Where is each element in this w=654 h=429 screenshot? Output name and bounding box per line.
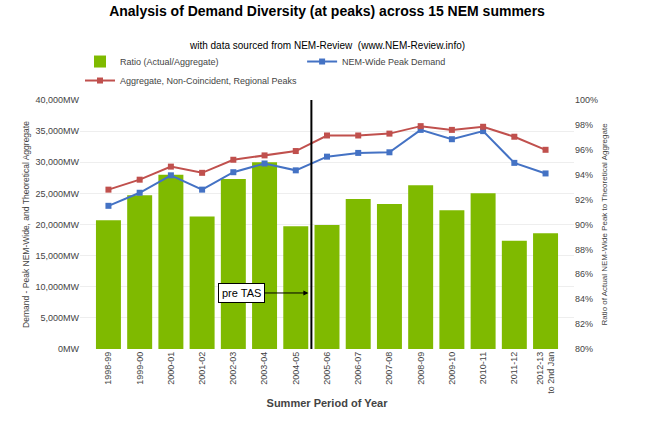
svg-text:2011-12: 2011-12 [509,352,519,384]
svg-text:2003-04: 2003-04 [259,352,269,385]
svg-text:2000-01: 2000-01 [166,352,176,385]
svg-text:2009-10: 2009-10 [447,352,457,385]
svg-text:20,000MW: 20,000MW [35,220,79,230]
svg-text:2007-08: 2007-08 [384,352,394,385]
svg-text:10,000MW: 10,000MW [35,282,79,292]
svg-text:15,000MW: 15,000MW [35,251,79,261]
svg-text:2005-06: 2005-06 [322,352,332,385]
svg-text:30,000MW: 30,000MW [35,157,79,167]
svg-text:25,000MW: 25,000MW [35,189,79,199]
svg-text:2004-05: 2004-05 [291,352,301,385]
svg-text:80%: 80% [575,344,593,354]
svg-text:with data sourced from NEM-Rev: with data sourced from NEM-Review (www.N… [189,40,465,51]
svg-text:1999-00: 1999-00 [135,352,145,385]
svg-text:2002-03: 2002-03 [228,352,238,385]
svg-text:Aggregate, Non-Coincident, Reg: Aggregate, Non-Coincident, Regional Peak… [120,76,297,86]
svg-text:pre TAS: pre TAS [222,287,261,299]
svg-text:90%: 90% [575,220,593,230]
svg-text:Analysis of Demand Diversity (: Analysis of Demand Diversity (at peaks) … [109,3,545,19]
svg-text:2001-02: 2001-02 [197,352,207,385]
svg-text:98%: 98% [575,120,593,130]
svg-text:2008-09: 2008-09 [416,352,426,385]
svg-text:Ratio of Actual NEM-Wide Peak: Ratio of Actual NEM-Wide Peak to Theoret… [600,123,609,326]
svg-text:Summer Period of Year: Summer Period of Year [267,397,389,409]
svg-text:2006-07: 2006-07 [353,352,363,385]
svg-text:84%: 84% [575,294,593,304]
svg-text:0MW: 0MW [58,344,80,354]
svg-text:94%: 94% [575,170,593,180]
svg-text:35,000MW: 35,000MW [35,126,79,136]
svg-text:2010-11: 2010-11 [478,352,488,384]
svg-text:96%: 96% [575,145,593,155]
svg-text:100%: 100% [575,95,598,105]
svg-text:92%: 92% [575,195,593,205]
svg-text:88%: 88% [575,245,593,255]
svg-text:Ratio (Actual/Aggregate): Ratio (Actual/Aggregate) [120,57,219,67]
svg-text:Demand - Peak NEM-Wide, and Th: Demand - Peak NEM-Wide, and Theoretical … [21,121,31,328]
svg-text:1998-99: 1998-99 [103,352,113,385]
svg-text:40,000MW: 40,000MW [35,95,79,105]
svg-text:2012-13to 2nd Jan: 2012-13to 2nd Jan [535,352,557,394]
svg-text:82%: 82% [575,319,593,329]
svg-text:NEM-Wide Peak Demand: NEM-Wide Peak Demand [342,57,445,67]
svg-text:5,000MW: 5,000MW [40,313,79,323]
svg-text:86%: 86% [575,269,593,279]
